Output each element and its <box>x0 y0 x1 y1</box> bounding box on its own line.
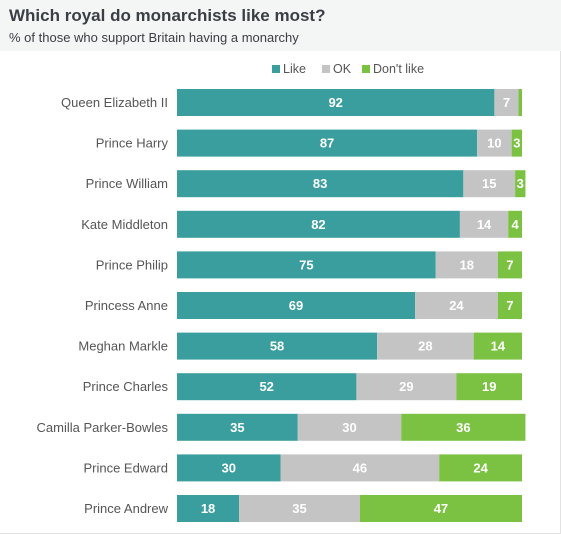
bar-segment-ok <box>356 373 457 401</box>
data-label: 3 <box>513 136 520 151</box>
category-label: Prince Charles <box>83 379 169 394</box>
data-label: 15 <box>482 176 496 191</box>
category-label: Kate Middleton <box>81 217 168 232</box>
data-label: 18 <box>201 501 215 516</box>
bar-segment-dont-like <box>511 129 522 157</box>
bar-segment-dont-like <box>515 170 526 198</box>
data-label: 87 <box>320 136 334 151</box>
data-label: 14 <box>491 339 506 354</box>
category-label: Meghan Markle <box>78 339 168 354</box>
bar-segment-ok <box>297 413 402 441</box>
bar-segment-like <box>177 129 478 157</box>
bar-segment-ok <box>280 454 440 482</box>
data-label: 3 <box>517 176 524 191</box>
bar-segment-like <box>177 495 240 522</box>
data-label: 35 <box>230 420 244 435</box>
category-label: Prince William <box>86 176 168 191</box>
data-label: 36 <box>456 420 470 435</box>
legend-label-2: Don't like <box>373 62 424 76</box>
data-label: 30 <box>222 460 236 475</box>
bar-segment-like <box>177 170 464 198</box>
bar-segment-dont-like <box>518 89 522 116</box>
data-label: 28 <box>418 339 432 354</box>
bar-segment-like <box>177 210 460 238</box>
bar-segment-dont-like <box>473 332 522 360</box>
data-label: 19 <box>482 379 496 394</box>
bar-segment-dont-like <box>497 292 522 319</box>
legend-swatch-2 <box>362 65 370 73</box>
bar-segment-like <box>177 251 436 279</box>
data-label: 10 <box>487 136 501 151</box>
bar-segment-dont-like <box>439 454 522 482</box>
data-label: 7 <box>506 298 513 313</box>
data-label: 82 <box>311 217 325 232</box>
bar-segment-like <box>177 332 378 360</box>
bar-segment-ok <box>463 170 516 198</box>
bar-segment-ok <box>377 332 474 360</box>
category-label: Prince Harry <box>96 136 169 151</box>
data-label: 29 <box>399 379 413 394</box>
bar-segment-like <box>177 454 281 482</box>
bar-segment-dont-like <box>508 210 522 238</box>
data-label: 92 <box>328 95 342 110</box>
bar-segment-ok <box>239 495 360 522</box>
data-label: 14 <box>477 217 492 232</box>
bar-segment-dont-like <box>359 495 522 522</box>
data-label: 52 <box>259 379 273 394</box>
chart-subtitle: % of those who support Britain having a … <box>9 30 299 45</box>
data-label: 24 <box>449 298 464 313</box>
bar-segment-ok <box>477 129 512 157</box>
bar-segment-like <box>177 89 495 116</box>
category-label: Prince Edward <box>83 460 168 475</box>
category-label: Prince Philip <box>96 257 168 272</box>
data-label: 18 <box>460 257 474 272</box>
category-label: Queen Elizabeth II <box>61 95 168 110</box>
data-label: 58 <box>270 339 284 354</box>
data-label: 4 <box>511 217 519 232</box>
legend-swatch-1 <box>322 65 330 73</box>
data-label: 75 <box>299 257 313 272</box>
data-label: 83 <box>313 176 327 191</box>
data-label: 47 <box>434 501 448 516</box>
category-label: Princess Anne <box>85 298 168 313</box>
data-label: 69 <box>289 298 303 313</box>
data-label: 35 <box>292 501 306 516</box>
category-label: Camilla Parker-Bowles <box>37 420 169 435</box>
category-label: Prince Andrew <box>84 501 168 516</box>
bar-segment-ok <box>494 89 519 116</box>
bar-segment-dont-like <box>497 251 522 279</box>
legend-label-1: OK <box>333 62 352 76</box>
bar-segment-like <box>177 373 357 401</box>
bar-segment-like <box>177 292 416 319</box>
bar-segment-ok <box>459 210 509 238</box>
bar-segment-dont-like <box>401 413 526 441</box>
data-label: 7 <box>503 95 510 110</box>
bar-segment-dont-like <box>456 373 522 401</box>
chart-header: Which royal do monarchists like most? % … <box>0 0 561 51</box>
legend-label-0: Like <box>283 62 306 76</box>
legend-swatch-0 <box>272 65 280 73</box>
data-label: 24 <box>473 460 488 475</box>
data-label: 7 <box>506 257 513 272</box>
data-label: 30 <box>342 420 356 435</box>
bar-segment-like <box>177 413 298 441</box>
bar-segment-ok <box>435 251 498 279</box>
chart-title: Which royal do monarchists like most? <box>9 6 326 25</box>
data-label: 46 <box>353 460 367 475</box>
bar-segment-ok <box>415 292 498 319</box>
